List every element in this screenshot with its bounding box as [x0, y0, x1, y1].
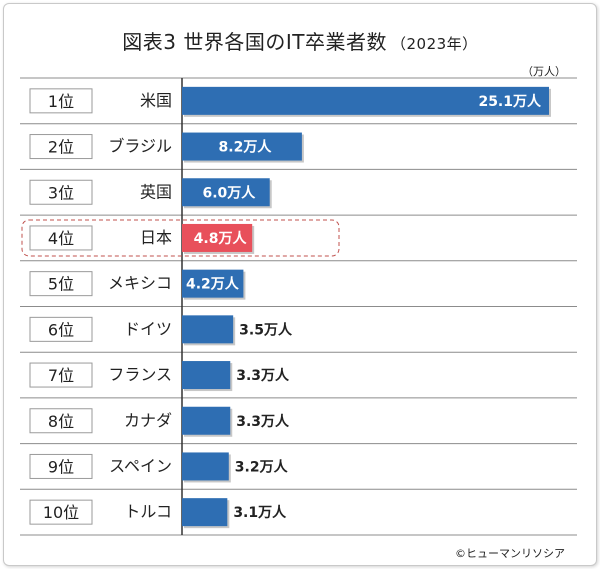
value-label: 4.2万人	[186, 276, 240, 293]
rank-label: 3位	[48, 183, 74, 202]
category-label: 日本	[140, 228, 172, 247]
rank-label: 5位	[48, 275, 74, 294]
chart-title-year: （2023年）	[391, 35, 478, 53]
value-label: 3.5万人	[239, 321, 293, 338]
bar	[182, 132, 302, 161]
rank-label: 6位	[48, 320, 74, 339]
rank-box	[29, 179, 93, 205]
highlight-outline	[21, 219, 340, 257]
rank-box	[29, 316, 93, 342]
category-label: ドイツ	[124, 319, 172, 338]
category-label: 米国	[140, 91, 172, 110]
bar	[182, 315, 234, 344]
value-label: 6.0万人	[202, 184, 256, 201]
category-label: 英国	[140, 182, 172, 201]
value-label: 8.2万人	[219, 139, 273, 156]
bar	[182, 223, 253, 252]
bar	[182, 86, 549, 115]
bar	[182, 406, 231, 435]
category-label: フランス	[108, 365, 172, 384]
bar	[182, 452, 229, 481]
bar	[182, 498, 228, 527]
value-label: 3.3万人	[236, 367, 290, 384]
rank-label: 2位	[48, 138, 74, 157]
category-label: トルコ	[124, 502, 172, 521]
bar	[182, 361, 231, 390]
unit-label: （万人）	[522, 65, 566, 78]
bar	[182, 178, 270, 207]
value-label: 3.1万人	[233, 504, 287, 521]
rank-label: 4位	[48, 229, 74, 248]
value-label: 4.8万人	[194, 230, 248, 247]
bar	[182, 269, 244, 298]
rank-label: 8位	[48, 412, 74, 431]
rank-label: 10位	[43, 503, 79, 522]
copyright-credit: ©ヒューマンリソシア	[455, 547, 565, 560]
rank-box	[29, 88, 93, 114]
rank-box	[29, 362, 93, 388]
category-label: メキシコ	[108, 274, 172, 293]
category-label: スペイン	[109, 456, 172, 475]
rank-label: 1位	[48, 92, 74, 111]
rank-label: 7位	[48, 366, 74, 385]
rank-box	[29, 134, 93, 160]
rank-box	[29, 225, 93, 251]
value-label: 25.1万人	[478, 93, 542, 110]
chart-title-main: 図表3 世界各国のIT卒業者数	[122, 30, 387, 54]
rank-box	[29, 271, 93, 297]
category-label: ブラジル	[108, 137, 172, 156]
rank-label: 9位	[48, 457, 74, 476]
chart-title: 図表3 世界各国のIT卒業者数 （2023年）	[0, 26, 600, 55]
value-label: 3.2万人	[235, 458, 289, 475]
rank-box	[29, 408, 93, 434]
category-label: カナダ	[124, 411, 172, 430]
rank-box	[29, 453, 93, 479]
rank-box	[29, 499, 93, 525]
value-label: 3.3万人	[236, 413, 290, 430]
